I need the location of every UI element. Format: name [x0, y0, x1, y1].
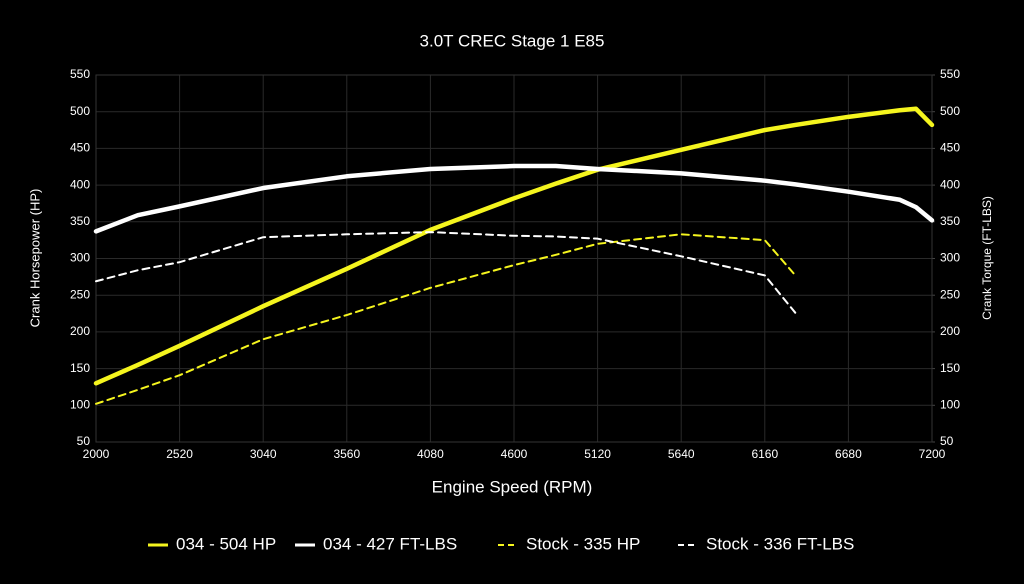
y-tick-label: 350 [70, 214, 90, 228]
y-tick-label: 450 [70, 141, 90, 155]
y-tick-label: 50 [77, 434, 91, 448]
y2-tick-label: 400 [940, 177, 960, 191]
y2-tick-label: 150 [940, 361, 960, 375]
x-tick-label: 4600 [501, 447, 528, 461]
y-tick-label: 200 [70, 324, 90, 338]
x-tick-label: 5120 [584, 447, 611, 461]
x-tick-label: 7200 [919, 447, 946, 461]
y-tick-label: 400 [70, 177, 90, 191]
series-line [95, 233, 797, 405]
series-line [95, 231, 797, 314]
x-tick-label: 4080 [417, 447, 444, 461]
legend-label: 034 - 427 FT-LBS [323, 534, 457, 553]
y-tick-label: 150 [70, 361, 90, 375]
legend-label: 034 - 504 HP [176, 534, 276, 553]
y2-tick-label: 250 [940, 287, 960, 301]
y-tick-label: 250 [70, 287, 90, 301]
plot-frame [95, 74, 933, 443]
y2-tick-label: 100 [940, 397, 960, 411]
y-tick-label: 500 [70, 104, 90, 118]
series-line [93, 106, 935, 386]
x-tick-label: 2000 [83, 447, 110, 461]
y-tick-label: 550 [70, 67, 90, 81]
x-tick-label: 2520 [166, 447, 193, 461]
x-tick-label: 3560 [333, 447, 360, 461]
chart-title: 3.0T CREC Stage 1 E85 [420, 31, 605, 50]
y2-tick-label: 50 [940, 434, 954, 448]
y2-tick-label: 300 [940, 251, 960, 265]
legend-label: Stock - 335 HP [526, 534, 640, 553]
x-tick-label: 6160 [751, 447, 778, 461]
legend-label: Stock - 336 FT-LBS [706, 534, 854, 553]
y-tick-label: 100 [70, 397, 90, 411]
y-axis-label: Crank Horsepower (HP) [27, 189, 42, 328]
series-line [93, 163, 935, 234]
y2-tick-label: 350 [940, 214, 960, 228]
y2-tick-label: 500 [940, 104, 960, 118]
y2-tick-label: 450 [940, 141, 960, 155]
y-tick-label: 300 [70, 251, 90, 265]
x-tick-label: 3040 [250, 447, 277, 461]
x-tick-label: 5640 [668, 447, 695, 461]
y2-tick-label: 550 [940, 67, 960, 81]
y2-tick-label: 200 [940, 324, 960, 338]
x-axis-label: Engine Speed (RPM) [432, 477, 593, 496]
y2-axis-label: Crank Torque (FT-LBS) [980, 196, 994, 320]
x-tick-label: 6680 [835, 447, 862, 461]
